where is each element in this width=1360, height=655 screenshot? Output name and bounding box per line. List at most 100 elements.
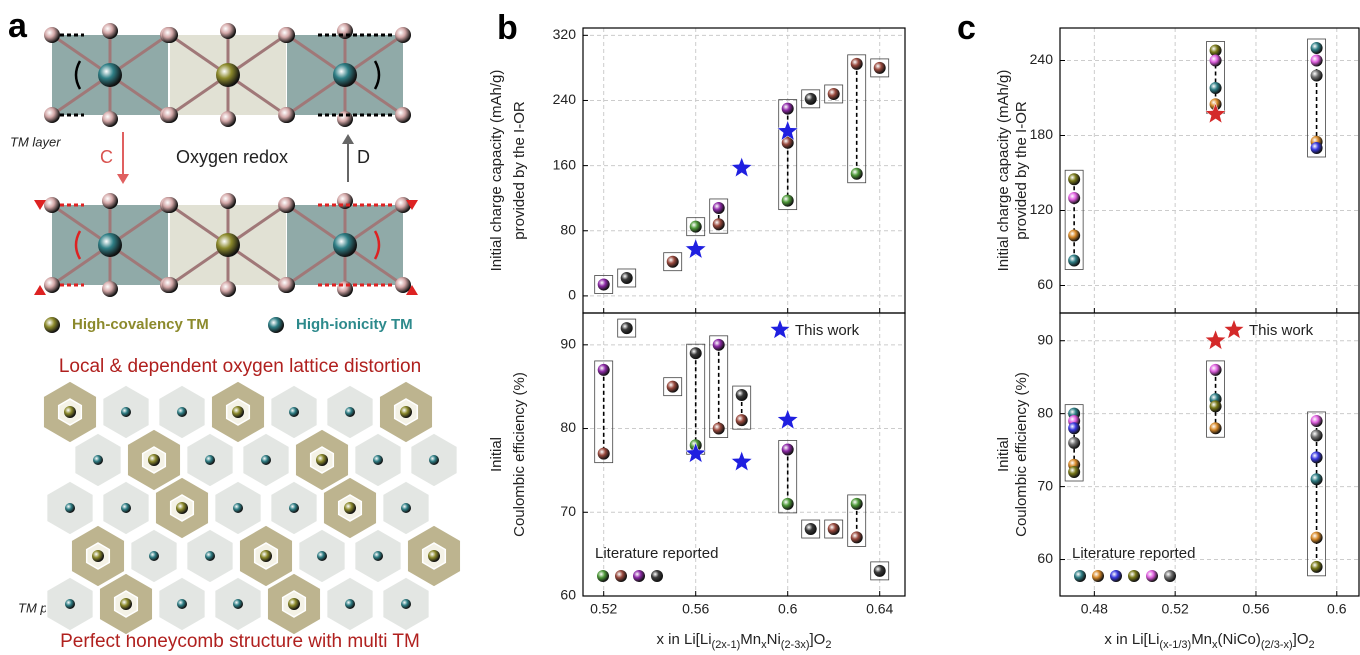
- data-point: [873, 61, 886, 74]
- y-tick-label: 320: [553, 26, 577, 42]
- tm-site: [261, 455, 271, 465]
- y-tick-label: 90: [1037, 331, 1053, 347]
- x-tick-label: 0.52: [1162, 601, 1189, 617]
- arrow-c-head: [117, 174, 129, 184]
- tm-layer-label: TM layer: [10, 134, 61, 149]
- oxygen-atom: [162, 197, 178, 213]
- data-point: [712, 422, 725, 435]
- range-box: [801, 519, 821, 539]
- y-tick-label: 60: [1037, 550, 1053, 566]
- oxygen-atom: [44, 27, 60, 43]
- data-point: [1209, 363, 1222, 376]
- data-point: [712, 218, 725, 231]
- y-tick-label: 240: [1030, 51, 1054, 67]
- legend-ball: [1074, 570, 1086, 582]
- y-tick-label: 90: [560, 336, 576, 352]
- x-axis-label-part: 2: [825, 639, 831, 651]
- star-marker: [1204, 328, 1227, 351]
- oxygen-atom: [220, 193, 236, 209]
- oxygen-atom: [162, 27, 178, 43]
- distortion-arc: [74, 60, 82, 90]
- range-box: [1064, 169, 1084, 270]
- tm-site: [233, 503, 243, 513]
- legend-ball: [615, 570, 627, 582]
- legend-star: [1224, 320, 1244, 339]
- range-box: [594, 275, 614, 294]
- data-point: [827, 523, 840, 536]
- oxygen-atom: [337, 23, 353, 39]
- distortion-arc: [373, 230, 381, 260]
- oxygen-atom: [162, 277, 178, 293]
- oxygen-atom: [162, 107, 178, 123]
- data-point: [1310, 42, 1323, 54]
- tm-site: [205, 551, 215, 561]
- range-box: [663, 377, 683, 397]
- data-point: [666, 380, 679, 393]
- data-point: [1068, 229, 1081, 242]
- legend-label: This work: [795, 322, 860, 339]
- data-point: [597, 447, 610, 460]
- x-axis-label-part: Mn: [740, 631, 761, 648]
- legend-ball: [1146, 570, 1158, 582]
- oxygen-atom: [102, 193, 118, 209]
- star-marker: [684, 441, 707, 464]
- oxygen-redox-label: Oxygen redox: [176, 147, 288, 167]
- data-point: [850, 167, 863, 180]
- tm-atom: [98, 233, 122, 257]
- range-box: [847, 494, 867, 547]
- data-point: [735, 414, 748, 427]
- oxygen-atom: [279, 107, 295, 123]
- tm-atom: [98, 63, 122, 87]
- range-box: [709, 198, 729, 234]
- oxygen-atom: [337, 281, 353, 297]
- data-point: [1068, 192, 1081, 204]
- oxygen-atom: [220, 23, 236, 39]
- data-point: [781, 102, 794, 115]
- tm-site: [233, 599, 243, 609]
- oxygen-atom: [279, 27, 295, 43]
- tm-site: [121, 407, 131, 417]
- x-axis-label-part: ]O: [1293, 631, 1309, 648]
- y-tick-label: 160: [553, 156, 577, 172]
- legend-ball: [633, 570, 645, 582]
- legend-label: Literature reported: [595, 545, 718, 562]
- data-point: [597, 363, 610, 376]
- distortion-marker: [406, 200, 418, 210]
- arrow-d-head: [342, 134, 354, 144]
- tm-site: [345, 407, 355, 417]
- distortion-marker: [34, 200, 46, 210]
- data-point: [1068, 254, 1081, 267]
- data-point: [804, 523, 817, 536]
- range-box: [686, 217, 706, 237]
- data-point: [712, 201, 725, 214]
- tm-site: [260, 550, 272, 562]
- y-tick-label: 80: [560, 221, 576, 237]
- tm-site: [120, 598, 132, 610]
- x-axis-label-part: x: [761, 639, 767, 651]
- tm-site: [65, 503, 75, 513]
- oxygen-atom: [220, 111, 236, 127]
- distortion-marker: [406, 285, 418, 295]
- data-point: [712, 338, 725, 351]
- legend-ball: [1164, 570, 1176, 582]
- data-point: [873, 564, 886, 577]
- x-tick-label: 0.56: [1242, 601, 1269, 617]
- tm-atom: [333, 233, 357, 257]
- data-point: [1310, 54, 1323, 67]
- x-axis-label-part: (2/3-x): [1261, 639, 1293, 651]
- tm-site: [401, 599, 411, 609]
- oxygen-atom: [44, 107, 60, 123]
- data-point: [689, 347, 702, 360]
- x-axis-label-part: (x-1/3): [1159, 639, 1191, 651]
- tm-site: [345, 599, 355, 609]
- data-point: [1310, 451, 1323, 464]
- oxygen-atom: [102, 111, 118, 127]
- star-marker: [684, 237, 707, 259]
- oxygen-atom: [44, 197, 60, 213]
- x-tick-label: 0.6: [1327, 601, 1347, 617]
- x-axis-label-part: ]O: [810, 631, 826, 648]
- tm-site: [177, 599, 187, 609]
- y-tick-label: 70: [560, 503, 576, 519]
- plot-frame: [1059, 312, 1360, 597]
